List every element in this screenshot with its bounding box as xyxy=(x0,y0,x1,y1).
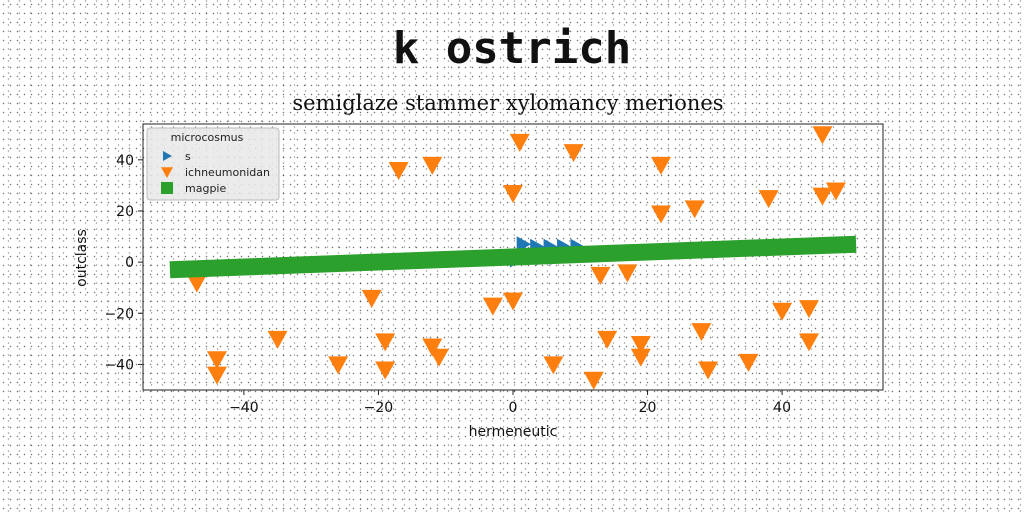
ichneumonidan-point xyxy=(375,361,396,380)
x-tick-label: 20 xyxy=(639,400,657,416)
ichneumonidan-point xyxy=(422,156,443,175)
ichneumonidan-point xyxy=(328,356,349,375)
ichneumonidan-point xyxy=(186,274,207,293)
ichneumonidan-point xyxy=(583,371,604,390)
ichneumonidan-point xyxy=(825,182,846,201)
s-point xyxy=(516,236,532,253)
ichneumonidan-point xyxy=(684,200,705,219)
y-tick-label: −40 xyxy=(104,357,134,373)
legend-title: microcosmus xyxy=(171,131,244,144)
x-tick-label: 0 xyxy=(509,400,518,416)
ichneumonidan-point xyxy=(799,300,819,319)
legend-swatch-ichneumonidan xyxy=(161,167,173,178)
y-tick-label: 40 xyxy=(116,153,134,169)
ichneumonidan-point xyxy=(812,126,833,145)
ichneumonidan-point xyxy=(375,333,396,352)
legend-swatch-s xyxy=(163,151,172,161)
x-tick-label: −40 xyxy=(229,400,259,416)
legend-label-magpie: magpie xyxy=(185,182,226,195)
ichneumonidan-point xyxy=(590,266,611,285)
legend: microcosmus s ichneumonidan magpie xyxy=(146,127,280,201)
ichneumonidan-point xyxy=(651,156,671,175)
ichneumonidan-point xyxy=(482,297,503,316)
y-tick-label: 20 xyxy=(116,204,134,220)
ichneumonidan-point xyxy=(503,185,523,204)
axes: −40 −20 0 20 40 −40 −20 0 20 40 xyxy=(104,123,884,416)
legend-label-ichneumonidan: ichneumonidan xyxy=(185,166,270,179)
y-tick-label: 0 xyxy=(125,255,134,271)
ichneumonidan-point xyxy=(698,361,719,380)
magpie-band xyxy=(169,235,857,279)
x-tick-label: 40 xyxy=(773,400,791,416)
ichneumonidan-point xyxy=(207,366,227,385)
chart-title: k ostrich xyxy=(392,23,632,74)
ichneumonidan-point xyxy=(597,330,618,349)
ichneumonidan-point xyxy=(758,190,779,209)
ichneumonidan-point xyxy=(772,302,793,321)
legend-swatch-magpie xyxy=(161,182,173,194)
ichneumonidan-point xyxy=(543,356,564,375)
ichneumonidan-point xyxy=(651,205,671,224)
x-tick-label: −20 xyxy=(364,400,394,416)
ichneumonidan-point xyxy=(799,333,819,352)
ichneumonidan-point xyxy=(738,353,759,372)
ichneumonidan-point xyxy=(563,144,584,163)
ichneumonidan-point xyxy=(361,289,382,308)
data-marks xyxy=(169,126,857,390)
y-tick-label: −20 xyxy=(104,306,134,322)
ichneumonidan-point xyxy=(509,133,530,152)
ichneumonidan-point xyxy=(388,162,409,181)
ichneumonidan-point xyxy=(617,264,638,283)
ichneumonidan-point xyxy=(207,351,227,370)
chart-subtitle: semiglaze stammer xylomancy meriones xyxy=(292,91,723,115)
ichneumonidan-point xyxy=(630,348,651,367)
ichneumonidan-point xyxy=(691,323,712,342)
x-axis-label: hermeneutic xyxy=(469,424,558,440)
ichneumonidan-point xyxy=(429,348,449,367)
ichneumonidan-point xyxy=(503,292,523,311)
ichneumonidan-point xyxy=(630,335,651,354)
legend-box xyxy=(146,127,280,201)
ichneumonidan-point xyxy=(422,338,443,357)
ichneumonidan-point xyxy=(267,330,288,349)
ichneumonidan-point xyxy=(812,187,833,206)
legend-label-s: s xyxy=(185,150,191,163)
y-axis-label: outclass xyxy=(74,229,90,287)
